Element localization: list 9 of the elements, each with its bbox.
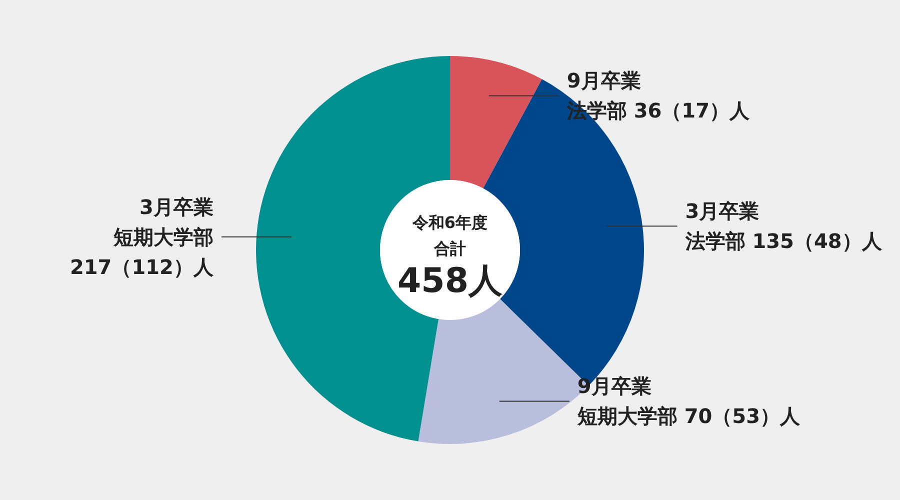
slice-label: 3月卒業法学部 135（48）人 <box>684 199 883 254</box>
slice-label: 9月卒業法学部 36（17）人 <box>566 68 751 123</box>
slice-label: 9月卒業短期大学部 70（53）人 <box>576 374 801 428</box>
data-label: 217（112）人 <box>70 254 214 279</box>
text: 令和6年度 <box>411 213 488 232</box>
slice-label: 3月卒業短期大学部 <box>112 194 214 249</box>
text: 合計 <box>433 239 466 258</box>
text: 458人 <box>398 261 504 301</box>
donut-slice <box>450 56 542 188</box>
